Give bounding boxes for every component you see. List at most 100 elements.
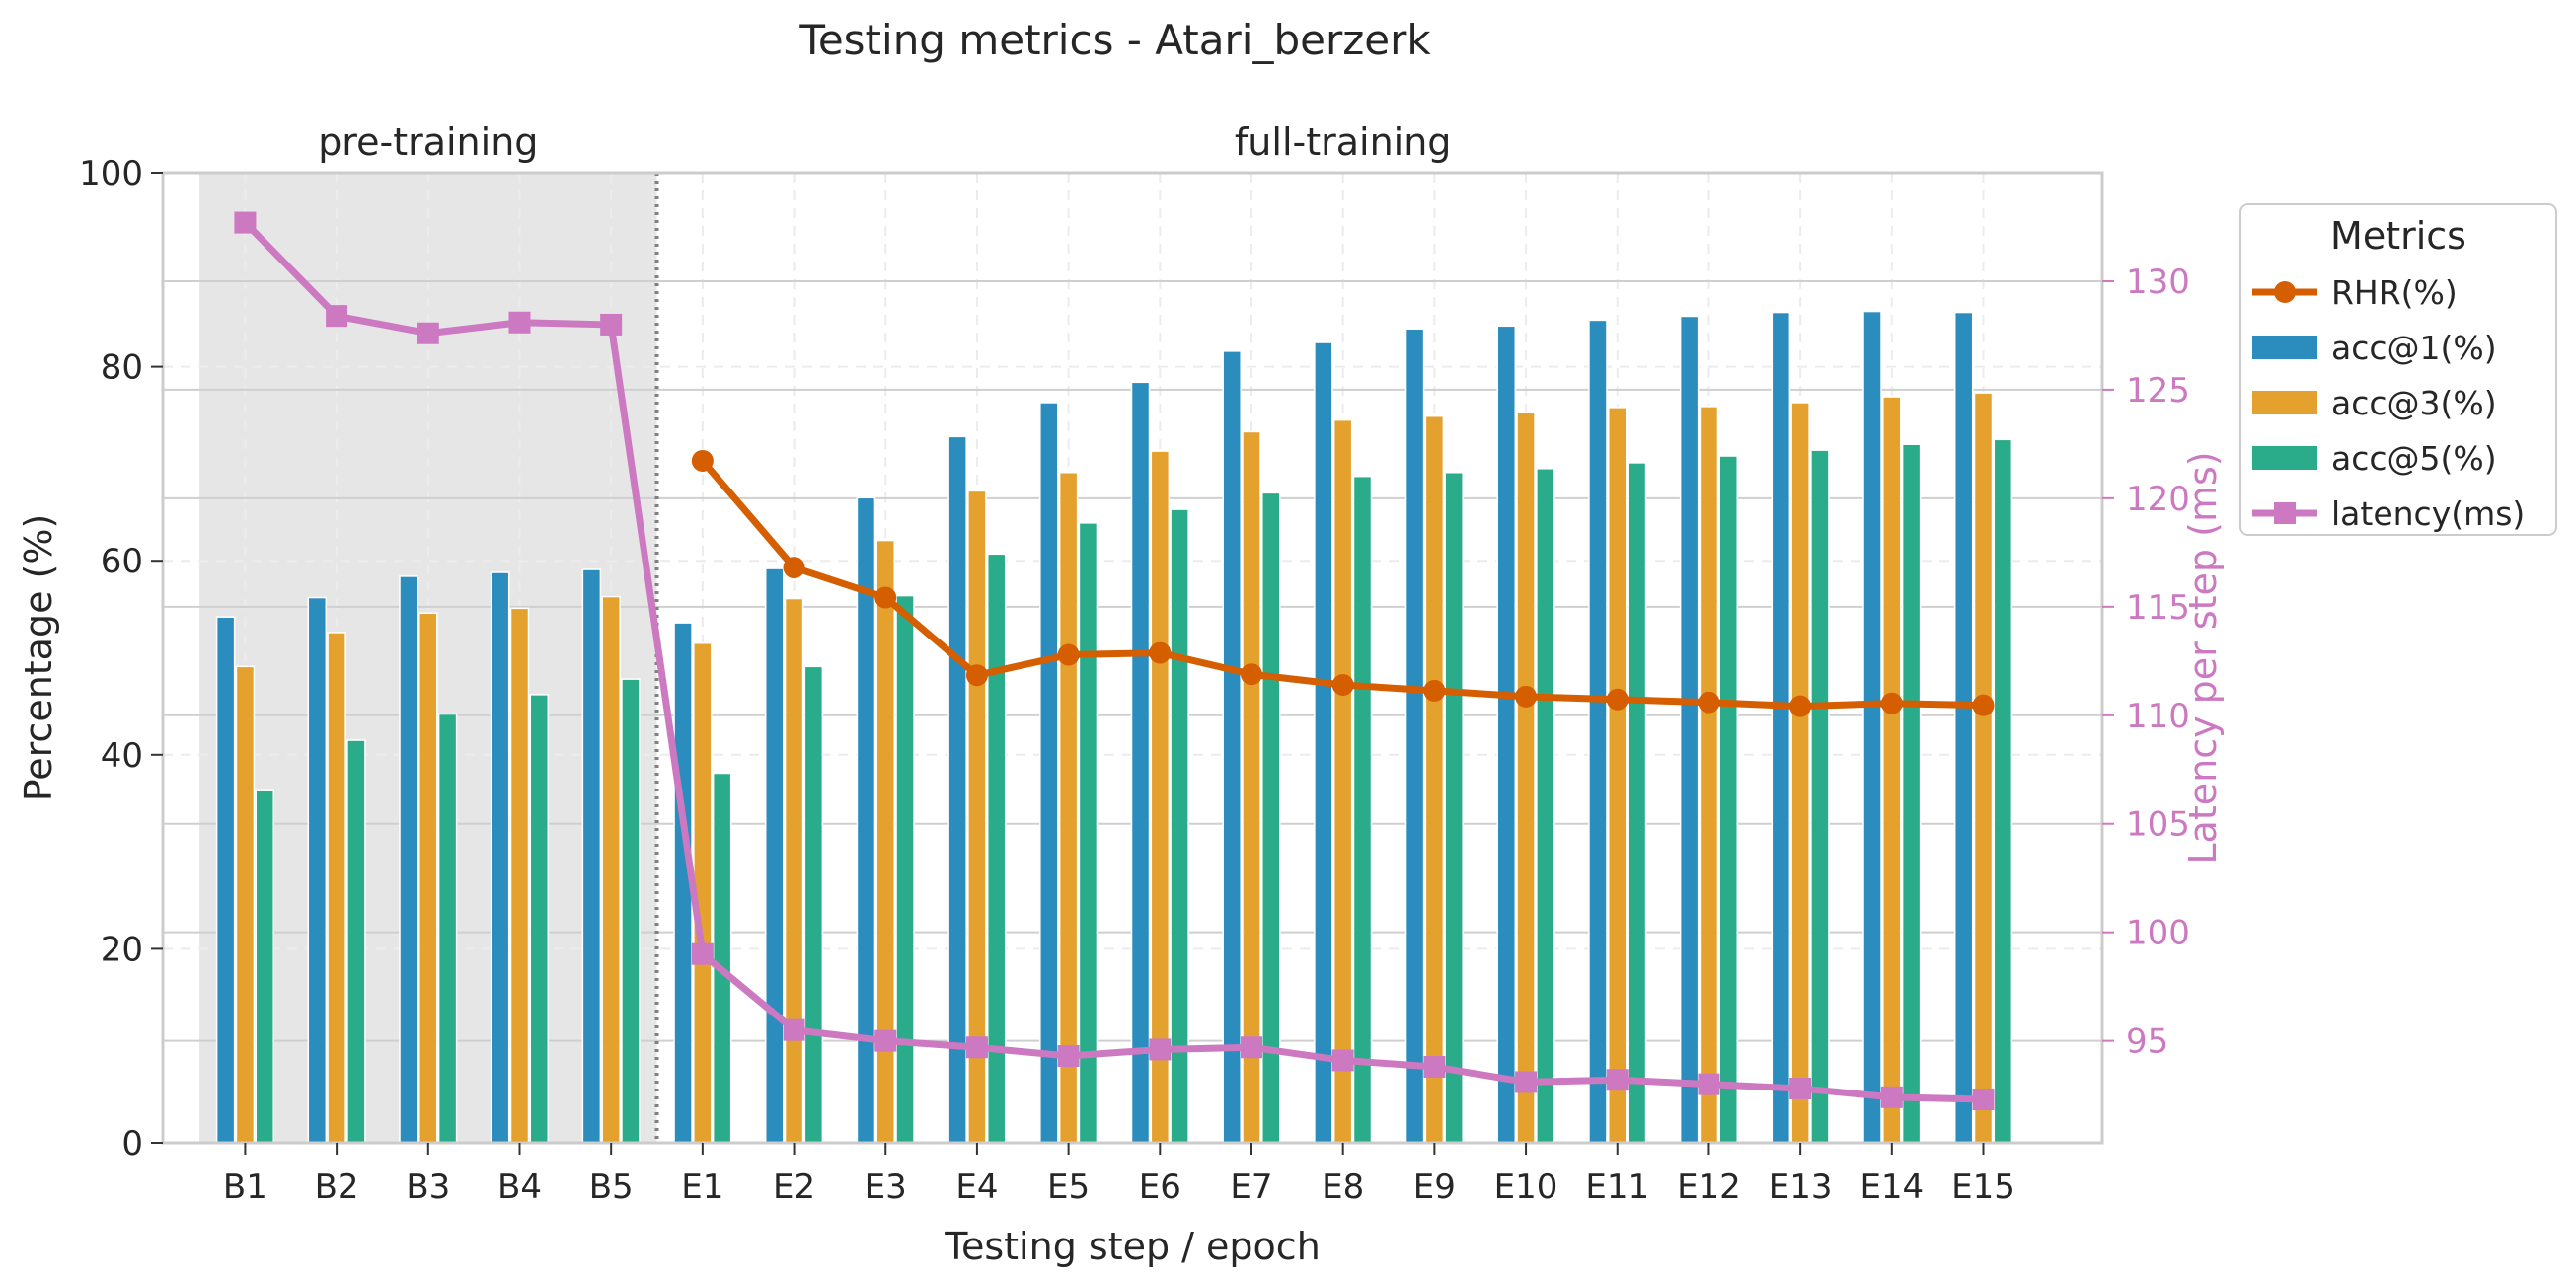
data-point (874, 1029, 897, 1052)
x-tick-label: E8 (1322, 1167, 1364, 1207)
bar (1404, 328, 1425, 1144)
bar (346, 739, 366, 1144)
data-point (1972, 1089, 1995, 1111)
bar (1496, 325, 1517, 1144)
data-point (1880, 692, 1903, 714)
bar (986, 553, 1007, 1144)
legend-label: RHR(%) (2331, 273, 2458, 312)
bar (1078, 522, 1099, 1144)
data-point (1789, 695, 1812, 717)
data-point (1698, 1073, 1720, 1095)
region-label-full-training: full-training (1235, 120, 1452, 164)
legend-marker (2274, 502, 2296, 524)
y-tick-label: 100 (79, 154, 143, 193)
data-point (1606, 1069, 1629, 1091)
data-point (691, 449, 714, 472)
data-point (1423, 679, 1446, 702)
bar (1261, 491, 1281, 1144)
bar (875, 539, 895, 1144)
bar (1901, 443, 1922, 1144)
data-point (1331, 1049, 1354, 1072)
x-axis-ticks: B1 B2 B3 B4 B5 E1 E2 E3 E4 E5 E6 E7 E8 E9 E10 E11 E12 E13… (223, 1143, 2015, 1207)
bar (1718, 455, 1738, 1144)
x-tick-label: E9 (1413, 1167, 1456, 1207)
y2-tick-label: 105 (2126, 805, 2190, 845)
chart-title: Testing metrics - Atari_berzerk (798, 16, 1431, 64)
x-tick-label: B5 (589, 1167, 634, 1207)
bar (947, 435, 967, 1144)
x-tick-label: E12 (1677, 1167, 1741, 1207)
bar (307, 596, 328, 1144)
bar (1130, 381, 1151, 1144)
data-point (1057, 1045, 1080, 1068)
y2-tick-label: 130 (2126, 263, 2190, 302)
bar (601, 595, 621, 1144)
data-point (1789, 1078, 1812, 1100)
bar (1588, 319, 1608, 1144)
x-tick-label: B2 (315, 1167, 359, 1207)
y2-tick-label: 125 (2126, 371, 2190, 411)
legend-label: acc@1(%) (2331, 329, 2497, 367)
bar-series-acc@5(%) (255, 438, 2013, 1144)
bar (1771, 311, 1791, 1144)
data-point (234, 211, 257, 234)
y-axis-ticks: 0 20 40 60 80 100 (79, 154, 163, 1164)
bar (490, 571, 510, 1144)
y2-tick-label: 95 (2126, 1022, 2168, 1062)
bar (1882, 396, 1902, 1144)
bar (1039, 402, 1059, 1144)
y-tick-label: 0 (121, 1124, 143, 1164)
bar (1627, 462, 1647, 1144)
legend-frame (2239, 203, 2557, 536)
bar (1973, 392, 1994, 1144)
data-point (1149, 641, 1172, 664)
x-tick-label: E14 (1859, 1167, 1924, 1207)
legend-item: acc@3(%) (2252, 384, 2497, 422)
legend-item: RHR(%) (2252, 273, 2458, 312)
bar (1058, 471, 1079, 1144)
bar (1810, 449, 1830, 1144)
y2-tick-label: 110 (2126, 697, 2190, 736)
data-point (600, 313, 623, 336)
data-point (783, 1018, 805, 1041)
x-axis-label: Testing step / epoch (944, 1225, 1321, 1268)
legend-label: latency(ms) (2331, 494, 2525, 533)
data-point (1240, 663, 1262, 686)
bar (235, 665, 256, 1144)
data-point (1240, 1036, 1262, 1059)
bar (1536, 468, 1555, 1144)
x-tick-label: E4 (955, 1167, 998, 1207)
data-point (1149, 1038, 1172, 1061)
legend: Metrics RHR(%) acc@1(%) acc@3(%) acc@5(%) lat… (2239, 203, 2557, 536)
legend-label: acc@5(%) (2331, 439, 2497, 478)
bar (1314, 341, 1333, 1144)
y2-tick-label: 115 (2126, 588, 2190, 628)
x-tick-label: B4 (497, 1167, 542, 1207)
bar (621, 678, 641, 1144)
data-point (965, 1036, 988, 1059)
x-tick-label: E3 (865, 1167, 907, 1207)
bar (765, 567, 785, 1144)
bar (1332, 418, 1353, 1144)
data-point (1331, 674, 1354, 697)
y-tick-label: 40 (101, 736, 143, 776)
series-line (242, 220, 1984, 1103)
data-point (508, 311, 531, 334)
bar (1424, 414, 1445, 1144)
legend-item: acc@1(%) (2252, 329, 2497, 367)
x-tick-label: E7 (1230, 1167, 1272, 1207)
data-point (326, 305, 348, 328)
line-series-latency(ms) (234, 211, 1995, 1111)
bar (437, 713, 458, 1144)
line-series-RHR(%) (691, 449, 1995, 717)
data-point (1698, 691, 1720, 714)
data-point (1880, 1086, 1903, 1108)
plot-frame (161, 171, 2104, 1145)
bar (1242, 430, 1261, 1144)
y-tick-label: 80 (101, 348, 143, 388)
x-tick-label: B3 (406, 1167, 450, 1207)
x-tick-label: E1 (681, 1167, 723, 1207)
y2-axis-label: Latency per step (ms) (2181, 451, 2225, 864)
data-point (874, 586, 897, 609)
bar (1679, 315, 1700, 1144)
